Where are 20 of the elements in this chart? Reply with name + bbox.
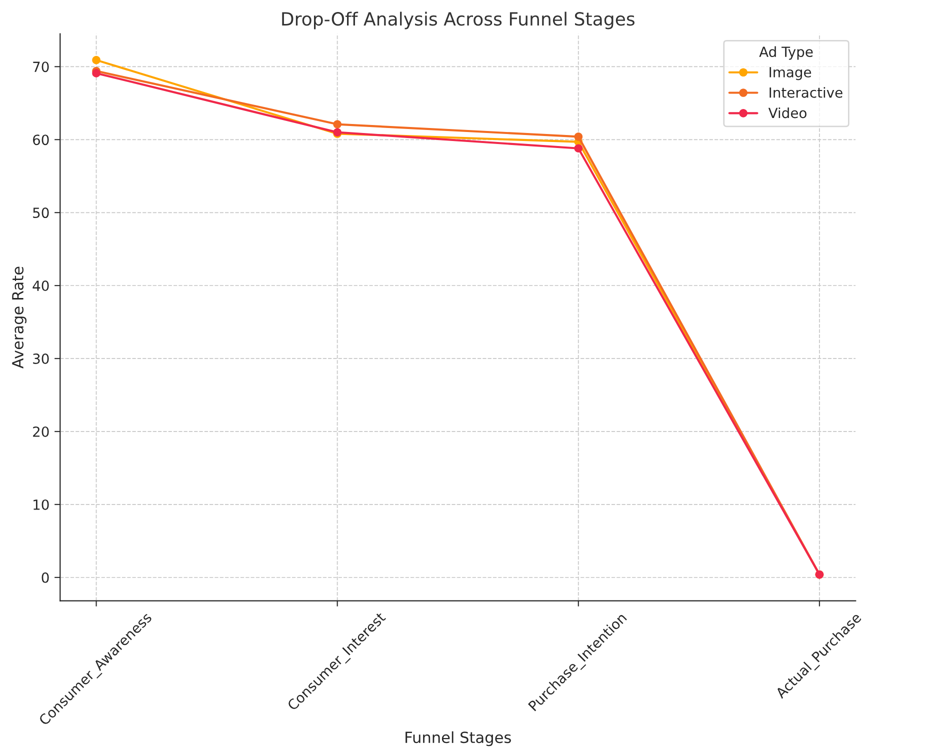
legend-label: Interactive [770,87,842,98]
y-axis-title: Average Rate [12,266,26,368]
x-axis-title: Funnel Stages [406,731,511,746]
y-tick-label: 40 [32,280,49,292]
point [574,132,583,141]
legend-label: Image [770,67,812,80]
point [574,144,583,153]
y-tick-label: 20 [33,426,49,437]
point [92,56,100,64]
chart-title: Drop-Off Analysis Across Funnel Stages [282,12,634,30]
y-tick-label: 50 [33,208,49,218]
point [92,69,100,78]
legend-label: Video [768,107,806,118]
legend-title: Ad Type [759,46,813,60]
y-tick-label: 10 [34,499,49,510]
y-tick-label: 70 [33,62,49,72]
y-tick-label: 60 [33,134,49,146]
y-tick-label: 0 [42,572,49,583]
y-tick-label: 30 [33,353,49,364]
point [333,120,342,128]
